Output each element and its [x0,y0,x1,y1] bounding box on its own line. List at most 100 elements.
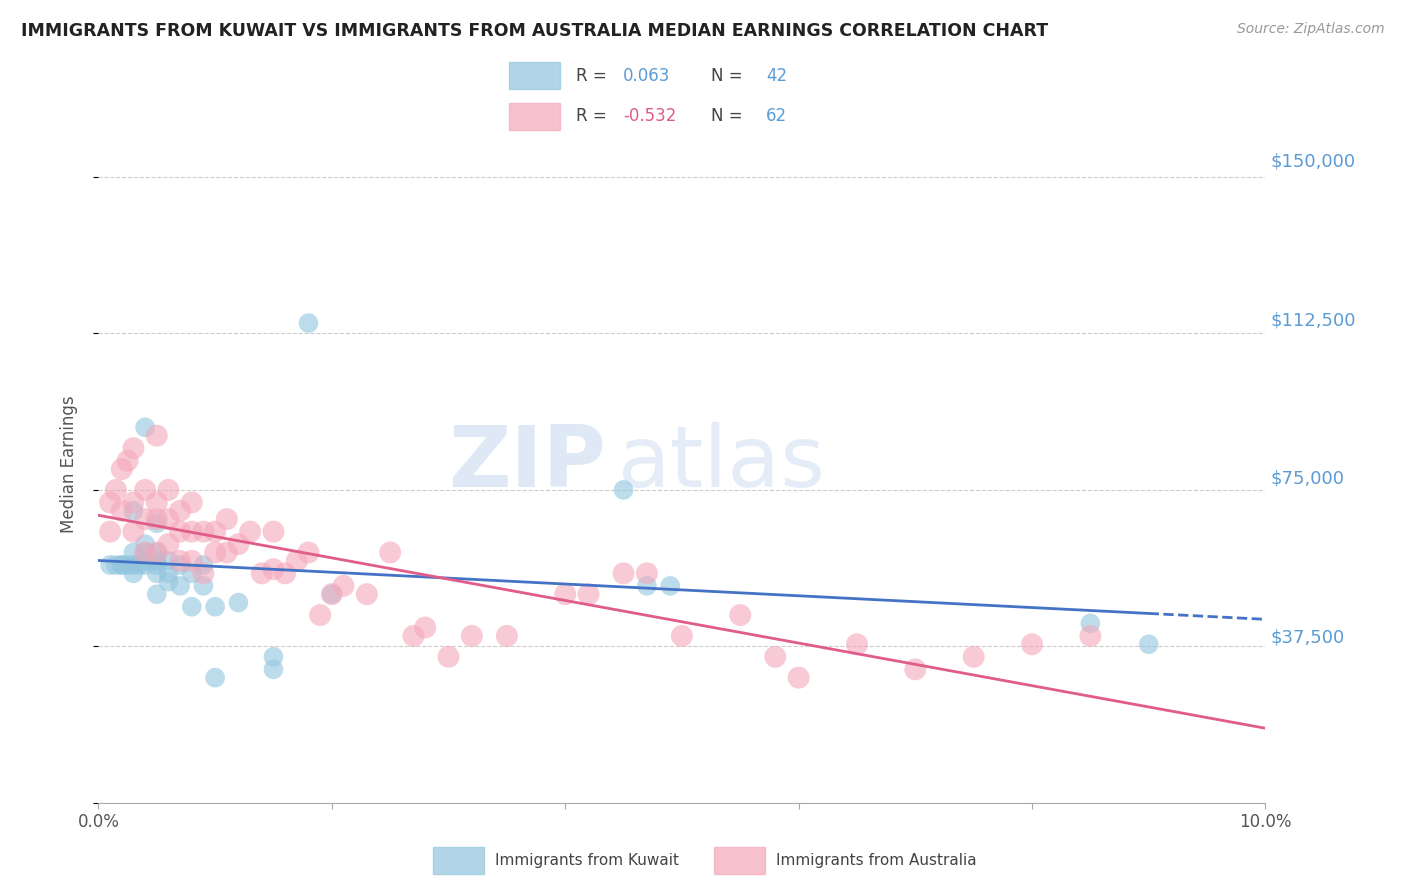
Point [197,483,219,497]
Point [307,512,329,526]
Text: -0.532: -0.532 [623,107,676,125]
Point [360,301,382,315]
Y-axis label: Median Earnings: Median Earnings [59,382,77,519]
Text: Source: ZipAtlas.com: Source: ZipAtlas.com [1237,22,1385,37]
Point [186,449,209,463]
Point [219,554,242,568]
Point [186,546,209,560]
Point [546,617,568,632]
Point [710,617,733,632]
Point [219,483,242,497]
Point [219,533,242,548]
Point [360,533,382,548]
Point [197,533,219,548]
Text: N =: N = [711,67,748,85]
Point [284,533,307,548]
Point [655,470,678,484]
Point [231,563,253,577]
Point [240,567,263,582]
Point [371,597,394,611]
Point [202,546,225,560]
Point [197,554,219,568]
Bar [433,847,484,874]
Point [274,588,297,602]
Point [231,541,253,556]
Point [1091,617,1114,632]
Point [295,524,318,539]
Point [197,546,219,560]
Text: 42: 42 [766,67,787,85]
Point [763,597,786,611]
Point [240,512,263,526]
Point [318,554,340,568]
Point [699,567,721,582]
Point [339,554,361,568]
Point [328,550,350,565]
Point [928,651,950,665]
Point [219,415,242,429]
Text: R =: R = [576,107,613,125]
Point [382,575,405,590]
Point [219,546,242,560]
Point [208,533,231,548]
Point [197,491,219,505]
Point [176,483,198,497]
Text: 0.063: 0.063 [623,67,671,85]
Text: R =: R = [576,67,613,85]
Point [208,533,231,548]
Point [186,491,209,505]
Point [873,626,896,640]
Point [263,512,285,526]
Point [219,575,242,590]
Point [797,639,820,653]
Point [394,567,416,582]
Point [252,541,274,556]
Point [240,541,263,556]
Point [437,533,460,548]
Point [252,554,274,568]
Point [1144,626,1167,640]
Point [186,546,209,560]
Point [219,504,242,518]
Point [492,639,515,653]
Text: Immigrants from Australia: Immigrants from Australia [776,854,977,868]
Point [818,660,841,674]
Point [415,575,437,590]
Text: IMMIGRANTS FROM KUWAIT VS IMMIGRANTS FROM AUSTRALIA MEDIAN EARNINGS CORRELATION : IMMIGRANTS FROM KUWAIT VS IMMIGRANTS FRO… [21,22,1049,40]
Point [328,639,350,653]
Bar [714,847,765,874]
Point [176,512,198,526]
Point [181,546,204,560]
Point [181,470,204,484]
Point [208,524,231,539]
Point [458,617,481,632]
Point [274,660,297,674]
Point [328,651,350,665]
Point [231,500,253,514]
Point [197,512,219,526]
Point [470,609,492,624]
Point [981,639,1004,653]
Point [676,567,699,582]
Bar [509,62,560,89]
Text: Immigrants from Kuwait: Immigrants from Kuwait [495,854,679,868]
Point [655,554,678,568]
Point [252,483,274,497]
Point [231,524,253,539]
Point [176,546,198,560]
Point [208,407,231,421]
Point [191,546,214,560]
Point [263,567,285,582]
Point [295,584,318,599]
Point [621,575,644,590]
Point [191,440,214,454]
Point [274,533,297,548]
Point [1091,605,1114,619]
Point [274,512,297,526]
Point [231,470,253,484]
Point [252,512,274,526]
Point [208,500,231,514]
Text: ZIP: ZIP [492,409,650,492]
Point [382,575,405,590]
Point [263,554,285,568]
